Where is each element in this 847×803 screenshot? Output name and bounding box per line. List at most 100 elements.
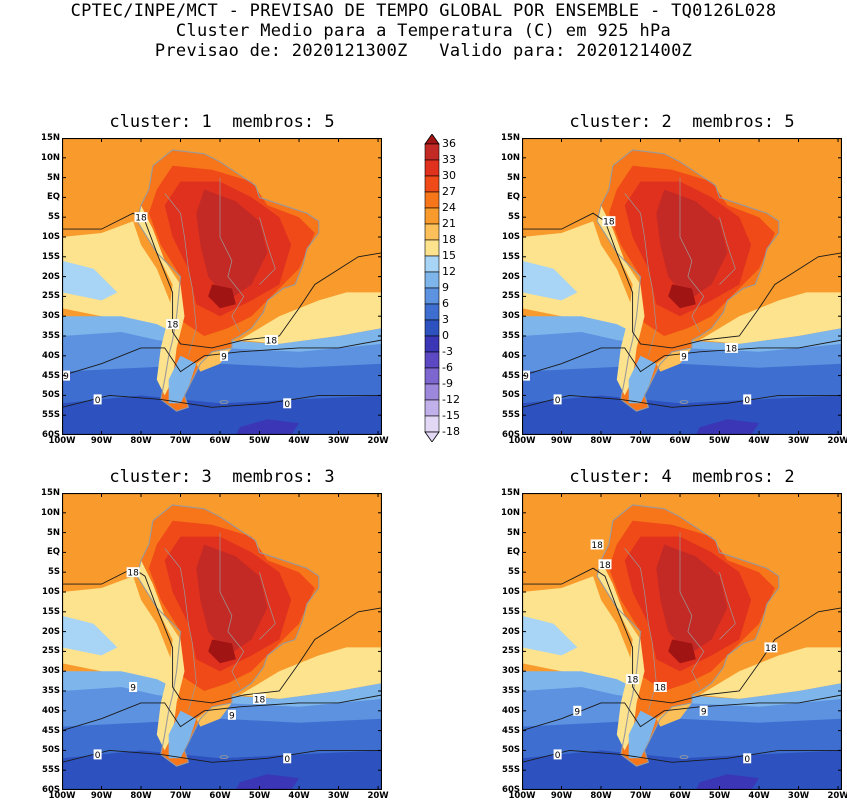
colorbar-label: 36 bbox=[442, 137, 456, 150]
colorbar-label: 15 bbox=[442, 249, 456, 262]
lat-tick-label: 15N bbox=[41, 488, 60, 498]
contour-label: 18 bbox=[599, 561, 611, 571]
lat-tick-label: 55S bbox=[42, 410, 60, 421]
lon-tick-label: 30W bbox=[327, 791, 350, 801]
lat-tick-label: 5N bbox=[46, 172, 60, 183]
lon-tick-label: 20W bbox=[827, 791, 847, 801]
lon-tick-label: 20W bbox=[827, 436, 847, 446]
lon-tick-label: 30W bbox=[787, 791, 810, 801]
contour-label: 9 bbox=[130, 684, 136, 694]
temperature-map: 18 18 18 9 9 0 0 bbox=[62, 138, 382, 435]
contour-label: 18 bbox=[765, 644, 777, 654]
colorbar-swatch bbox=[424, 207, 440, 225]
lat-tick-label: 45S bbox=[42, 370, 60, 381]
lat-tick-label: 30S bbox=[502, 311, 520, 322]
colorbar-swatch bbox=[424, 191, 440, 209]
lon-tick-label: 40W bbox=[748, 791, 770, 801]
lat-tick-label: 35S bbox=[42, 686, 60, 696]
lat-tick-label: 25S bbox=[502, 291, 520, 302]
colorbar-label: 30 bbox=[442, 169, 456, 182]
contour-label: 18 bbox=[591, 541, 603, 551]
lat-tick-label: 30S bbox=[502, 666, 520, 677]
contour-label: 9 bbox=[63, 372, 69, 382]
lat-tick-label: 10S bbox=[502, 232, 520, 242]
temperature-map: 18 9 18 9 0 0 bbox=[62, 493, 382, 790]
lat-tick-label: 25S bbox=[42, 291, 60, 302]
lat-tick-label: 30S bbox=[42, 666, 60, 677]
lat-tick-label: 15S bbox=[502, 251, 520, 262]
lat-tick-label: 5S bbox=[507, 212, 520, 223]
lat-tick-label: 15S bbox=[42, 251, 60, 262]
colorbar-swatch bbox=[424, 175, 440, 193]
lat-tick-label: 40S bbox=[502, 350, 520, 361]
lat-tick-label: 20S bbox=[502, 626, 520, 637]
lat-tick-label: 45S bbox=[502, 370, 520, 381]
colorbar-bottom-arrow bbox=[424, 431, 440, 442]
colorbar-swatch bbox=[424, 239, 440, 257]
lat-tick-label: 55S bbox=[502, 765, 520, 776]
lat-tick-label: 10N bbox=[41, 507, 60, 518]
lat-tick-label: 60S bbox=[502, 785, 520, 795]
colorbar-top-arrow bbox=[424, 134, 440, 145]
lat-tick-label: 45S bbox=[42, 725, 60, 736]
colorbar-swatch bbox=[424, 367, 440, 385]
colorbar-label: 27 bbox=[442, 185, 456, 198]
contour-label: 18 bbox=[655, 684, 667, 694]
lon-tick-label: 90W bbox=[90, 436, 113, 446]
colorbar-label: -9 bbox=[442, 377, 453, 390]
lat-tick-label: 5S bbox=[507, 567, 520, 578]
colorbar-label: 6 bbox=[442, 297, 449, 310]
lon-tick-label: 50W bbox=[248, 436, 271, 446]
lon-tick-label: 60W bbox=[209, 436, 231, 446]
colorbar-label: 3 bbox=[442, 313, 449, 326]
colorbar-swatch bbox=[424, 271, 440, 289]
lat-tick-label: 15N bbox=[41, 133, 60, 143]
lat-tick-label: 50S bbox=[42, 745, 60, 756]
lat-tick-label: 40S bbox=[502, 705, 520, 716]
colorbar-swatch bbox=[424, 415, 440, 433]
lat-tick-label: 45S bbox=[502, 725, 520, 736]
lat-tick-label: 50S bbox=[42, 390, 60, 401]
lat-tick-label: 15N bbox=[501, 133, 520, 143]
lat-tick-label: 10N bbox=[501, 152, 520, 163]
contour-label: 0 bbox=[284, 755, 290, 765]
lon-tick-label: 40W bbox=[288, 436, 310, 446]
lon-tick-label: 50W bbox=[708, 436, 731, 446]
lat-tick-label: 40S bbox=[42, 350, 60, 361]
lon-tick-label: 40W bbox=[288, 791, 310, 801]
lon-tick-label: 100W bbox=[508, 791, 536, 801]
lon-tick-label: 90W bbox=[550, 791, 573, 801]
colorbar-label: -12 bbox=[442, 393, 460, 406]
lat-tick-label: 40S bbox=[42, 705, 60, 716]
lon-tick-label: 20W bbox=[367, 436, 389, 446]
panel-title: cluster: 1 membros: 5 bbox=[109, 112, 335, 132]
lat-tick-label: 10S bbox=[42, 232, 60, 242]
lat-tick-label: 30S bbox=[42, 311, 60, 322]
title-line-2: Cluster Medio para a Temperatura (C) em … bbox=[175, 21, 672, 41]
colorbar-label: 21 bbox=[442, 217, 456, 230]
contour-label: 18 bbox=[627, 676, 639, 686]
colorbar-swatch bbox=[424, 351, 440, 369]
panel-title: cluster: 2 membros: 5 bbox=[569, 112, 795, 132]
colorbar-swatch bbox=[424, 143, 440, 161]
panel-title: cluster: 3 membros: 3 bbox=[109, 467, 335, 487]
temperature-map: 18 18 9 9 0 0 bbox=[522, 138, 842, 435]
lon-tick-label: 90W bbox=[90, 791, 113, 801]
contour-label: 9 bbox=[574, 707, 580, 717]
colorbar-swatch bbox=[424, 383, 440, 401]
colorbar-label: -6 bbox=[442, 361, 453, 374]
lat-tick-label: 25S bbox=[42, 646, 60, 657]
lon-tick-label: 70W bbox=[629, 436, 652, 446]
lat-tick-label: 35S bbox=[42, 331, 60, 341]
lon-tick-label: 80W bbox=[130, 791, 152, 801]
contour-label: 9 bbox=[701, 707, 707, 717]
title-line-1: CPTEC/INPE/MCT - PREVISAO DE TEMPO GLOBA… bbox=[70, 1, 777, 21]
contour-label: 0 bbox=[284, 400, 290, 410]
lat-tick-label: 55S bbox=[42, 765, 60, 776]
title-line-3: Previsao de: 2020121300Z Valido para: 20… bbox=[154, 41, 693, 61]
lon-tick-label: 100W bbox=[48, 791, 76, 801]
colorbar-label: -3 bbox=[442, 345, 453, 358]
lon-tick-label: 70W bbox=[629, 791, 652, 801]
lon-tick-label: 60W bbox=[669, 436, 691, 446]
lat-tick-label: 5N bbox=[506, 172, 520, 183]
